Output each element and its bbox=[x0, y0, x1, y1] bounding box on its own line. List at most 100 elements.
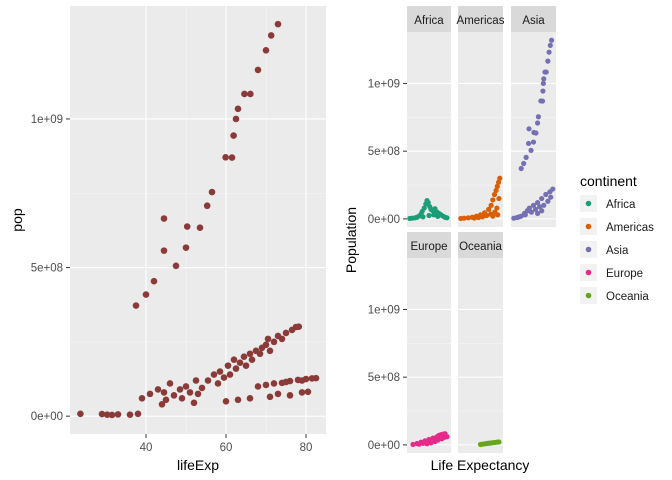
data-point-europe bbox=[441, 434, 447, 441]
data-point bbox=[214, 380, 222, 387]
data-point-americas bbox=[490, 197, 496, 203]
facet-y-axis-ticks: 0e+00 5e+08 1e+09 0e+00 5e+08 1e+09 bbox=[368, 78, 407, 452]
data-point-asia bbox=[533, 130, 539, 136]
data-point-asia bbox=[541, 76, 547, 82]
data-point-africa bbox=[444, 215, 450, 221]
legend-marker bbox=[585, 269, 592, 276]
y-tick-label: 0e+00 bbox=[31, 411, 63, 423]
legend-entries: Africa Americas Asia Europe Oceania bbox=[580, 195, 654, 304]
data-point-europe bbox=[420, 440, 426, 446]
data-point-europe bbox=[428, 440, 434, 446]
data-point-asia bbox=[528, 209, 535, 215]
data-point-americas bbox=[497, 175, 503, 181]
data-point-asia bbox=[532, 206, 539, 212]
data-point bbox=[170, 392, 178, 399]
y-tick-label: 1e+09 bbox=[368, 78, 400, 90]
data-point bbox=[266, 347, 274, 355]
y-tick-label: 5e+08 bbox=[31, 263, 63, 275]
facet-plot-panel bbox=[511, 32, 556, 227]
data-point-europe bbox=[435, 437, 441, 443]
data-point bbox=[312, 374, 320, 382]
data-point bbox=[278, 335, 286, 343]
data-point-americas bbox=[491, 191, 498, 198]
y-tick-label: 0e+00 bbox=[368, 214, 400, 226]
left-plot-panel bbox=[70, 6, 326, 434]
data-point bbox=[274, 20, 282, 28]
facet-plot-panel bbox=[458, 258, 503, 453]
data-point-americas bbox=[475, 214, 482, 221]
data-point bbox=[222, 153, 229, 161]
legend-entry-americas: Americas bbox=[580, 218, 654, 235]
data-point-asia bbox=[540, 80, 546, 87]
facet-panels: Africa Americas Asia Europe Oceania bbox=[407, 6, 556, 453]
data-point bbox=[240, 353, 248, 361]
data-point-asia bbox=[535, 200, 541, 206]
data-point bbox=[103, 411, 111, 418]
data-point bbox=[158, 400, 166, 408]
legend-label: Oceania bbox=[606, 291, 649, 303]
data-point-americas bbox=[490, 213, 496, 219]
y-tick-label: 5e+08 bbox=[368, 372, 400, 384]
data-point bbox=[232, 365, 240, 372]
data-point-asia bbox=[546, 49, 552, 55]
data-point-asia bbox=[535, 210, 541, 217]
data-point-asia bbox=[535, 114, 542, 120]
data-point-oceania bbox=[496, 439, 502, 445]
legend-label: Europe bbox=[606, 268, 643, 280]
data-point bbox=[132, 302, 140, 309]
data-point-asia bbox=[548, 37, 555, 43]
data-point bbox=[236, 359, 244, 366]
data-point bbox=[160, 247, 168, 254]
legend-entry-asia: Asia bbox=[580, 241, 629, 258]
legend-marker bbox=[585, 223, 592, 230]
data-point bbox=[190, 399, 198, 407]
data-point-asia bbox=[518, 165, 524, 172]
data-point bbox=[286, 392, 294, 399]
data-point bbox=[183, 223, 191, 230]
data-point-asia bbox=[540, 88, 546, 94]
data-point-asia bbox=[541, 202, 547, 208]
data-point-americas bbox=[465, 215, 471, 221]
data-point bbox=[232, 115, 240, 123]
data-point bbox=[262, 381, 270, 389]
data-point bbox=[226, 371, 234, 378]
data-point bbox=[204, 377, 212, 384]
data-point bbox=[241, 90, 248, 98]
facet-strip-label: Africa bbox=[414, 15, 444, 27]
data-point bbox=[298, 377, 306, 384]
facet-strip bbox=[458, 232, 503, 258]
data-point-asia bbox=[550, 186, 556, 192]
left-x-axis-label: lifeExp bbox=[177, 457, 219, 473]
data-point bbox=[256, 350, 264, 358]
data-point-africa bbox=[435, 213, 441, 220]
data-point-asia bbox=[522, 212, 528, 218]
data-point bbox=[220, 374, 228, 381]
data-point-americas bbox=[488, 202, 494, 208]
data-point-asia bbox=[526, 126, 532, 132]
data-point bbox=[126, 411, 134, 418]
legend-entry-oceania: Oceania bbox=[580, 287, 649, 304]
data-point-asia bbox=[530, 202, 537, 208]
data-point bbox=[194, 390, 202, 398]
data-point-americas bbox=[493, 187, 499, 194]
data-point-asia bbox=[521, 160, 527, 167]
data-point-africa bbox=[421, 205, 427, 211]
facet-plot-panel bbox=[407, 32, 451, 227]
data-point bbox=[247, 90, 254, 98]
data-point-americas bbox=[479, 214, 486, 220]
data-point bbox=[208, 188, 216, 196]
left-data-points bbox=[77, 20, 320, 419]
data-point-asia bbox=[545, 198, 551, 204]
data-point bbox=[270, 338, 278, 346]
data-point bbox=[172, 262, 180, 270]
data-point bbox=[222, 398, 230, 405]
left-y-axis-ticks: 0e+00 5e+08 1e+09 bbox=[31, 114, 70, 423]
facet-asia: Asia bbox=[511, 6, 556, 227]
facet-strip bbox=[511, 6, 556, 32]
data-point-europe bbox=[416, 441, 422, 447]
data-point-americas bbox=[461, 215, 467, 221]
data-point bbox=[228, 154, 236, 161]
data-point bbox=[230, 132, 237, 139]
facet-americas: Americas bbox=[457, 6, 505, 227]
data-point bbox=[267, 32, 275, 39]
